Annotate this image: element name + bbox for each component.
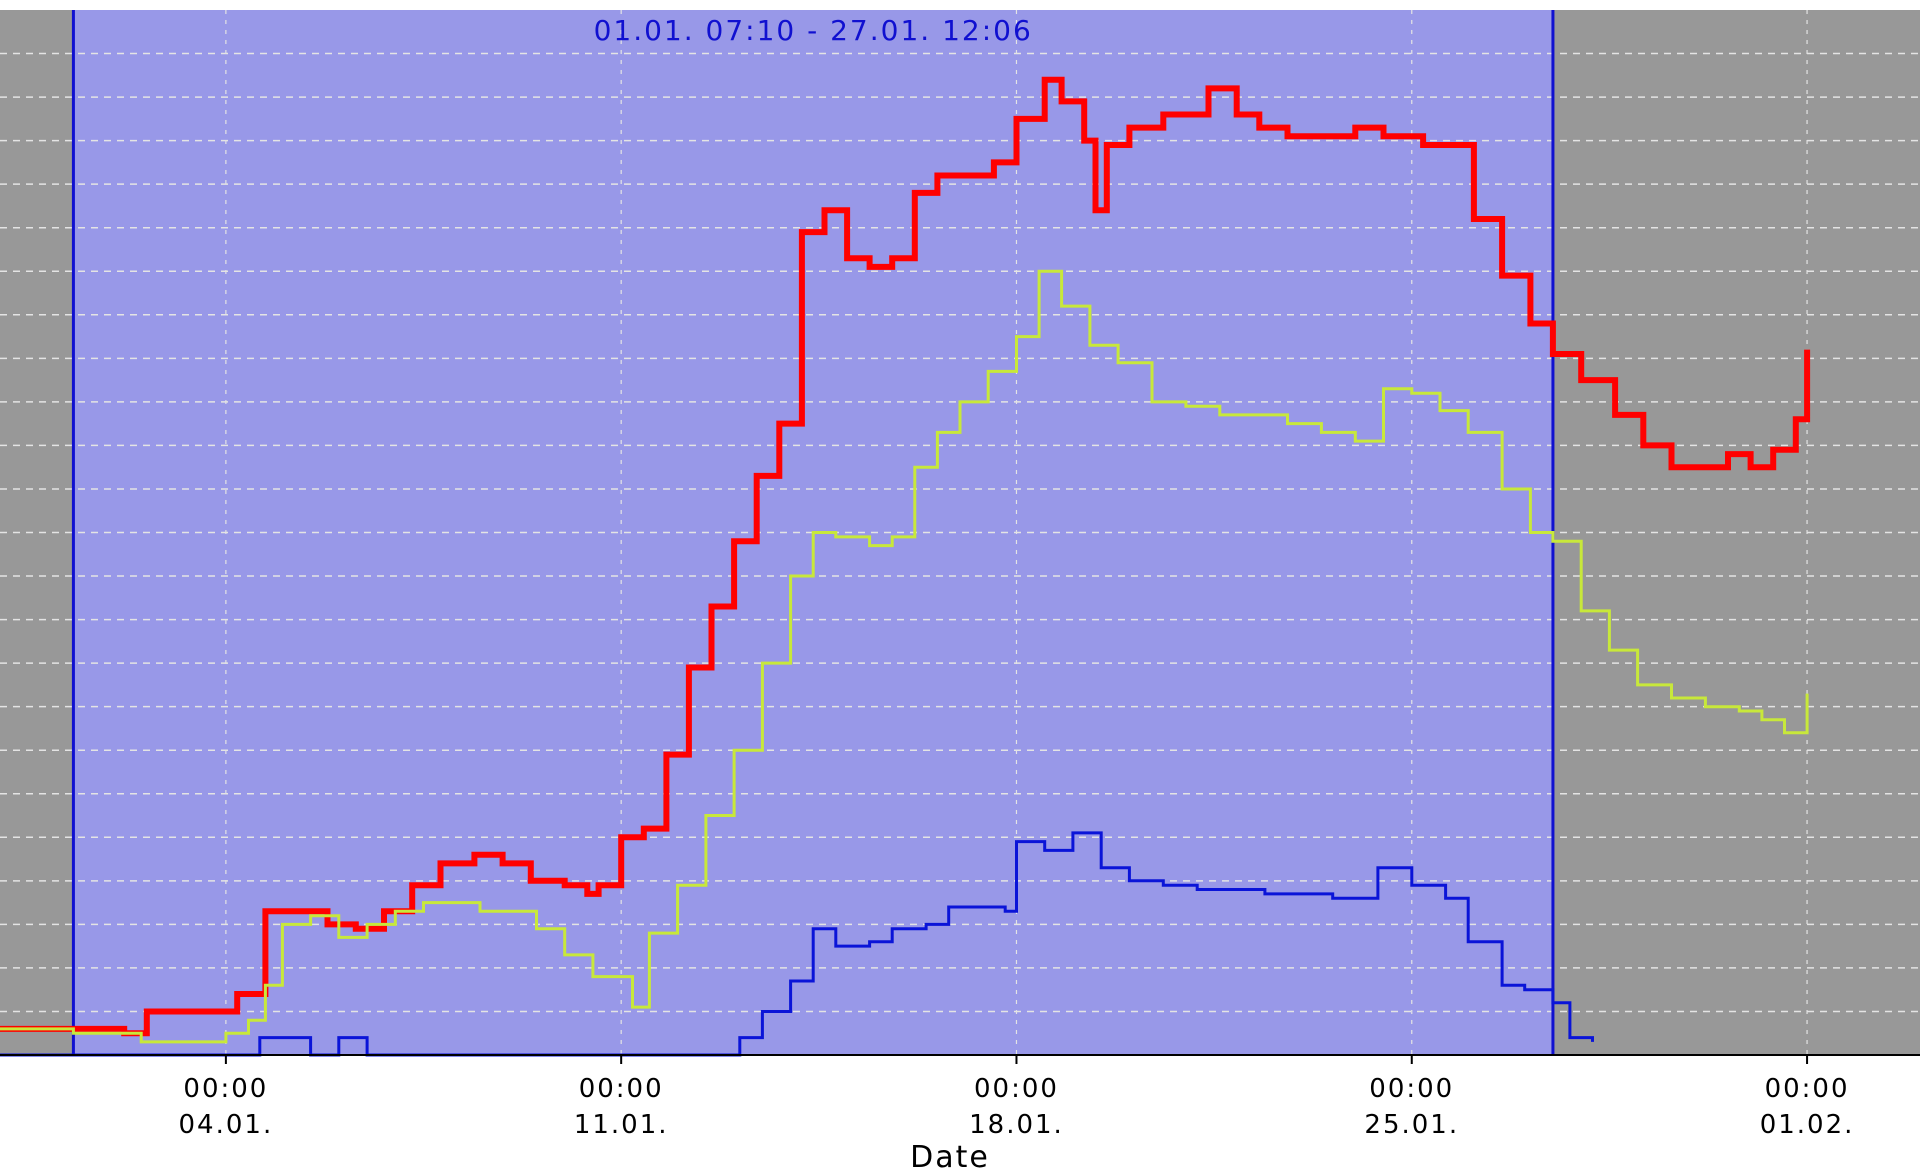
x-tick-label-date: 25.01. (1364, 1110, 1459, 1140)
x-tick-label-date: 04.01. (179, 1110, 274, 1140)
x-tick-label-time: 00:00 (1765, 1074, 1850, 1104)
grid-lines (0, 10, 1920, 1055)
selection-range-label: 01.01. 07:10 - 27.01. 12:06 (594, 14, 1033, 47)
x-axis-ticks: 00:0028.12.00:0004.01.00:0011.01.00:0018… (179, 1055, 1855, 1140)
x-tick-label-time: 00:00 (579, 1074, 664, 1104)
x-tick-label-date: 01.02. (1760, 1110, 1855, 1140)
series-line-1 (0, 76, 1811, 1037)
x-tick-label-date: 11.01. (574, 1110, 669, 1140)
x-tick-label-date: 18.01. (969, 1110, 1064, 1140)
x-tick-label-time: 00:00 (974, 1074, 1059, 1104)
series-line-2 (0, 269, 1809, 1044)
x-tick-label-time: 00:00 (1369, 1074, 1454, 1104)
x-tick-label-time: 00:00 (183, 1074, 268, 1104)
x-axis-label: Date (910, 1140, 990, 1170)
